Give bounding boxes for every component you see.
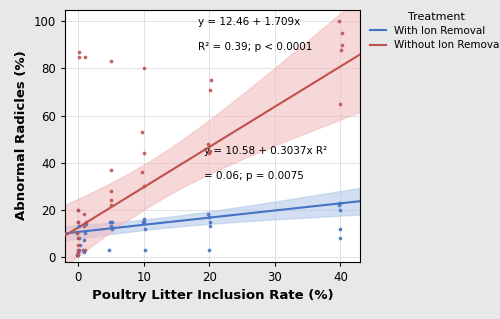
X-axis label: Poultry Litter Inclusion Rate (%): Poultry Litter Inclusion Rate (%) bbox=[92, 289, 334, 302]
Point bbox=[74, 249, 82, 255]
Point bbox=[141, 226, 149, 231]
Point bbox=[75, 54, 83, 59]
Point bbox=[82, 221, 90, 226]
Point bbox=[338, 42, 346, 48]
Point bbox=[82, 219, 90, 224]
Point bbox=[106, 219, 114, 224]
Point bbox=[204, 151, 212, 156]
Point bbox=[206, 87, 214, 92]
Point bbox=[138, 130, 146, 135]
Point bbox=[74, 231, 82, 236]
Point bbox=[80, 238, 88, 243]
Point bbox=[74, 249, 82, 255]
Point bbox=[107, 198, 115, 203]
Point bbox=[75, 235, 83, 241]
Point bbox=[140, 219, 148, 224]
Point bbox=[336, 207, 344, 212]
Point bbox=[106, 167, 114, 172]
Point bbox=[74, 247, 82, 252]
Point bbox=[338, 47, 345, 52]
Point bbox=[338, 31, 346, 36]
Point bbox=[139, 219, 147, 224]
Point bbox=[108, 219, 116, 224]
Point bbox=[82, 231, 90, 236]
Point bbox=[76, 242, 84, 248]
Point bbox=[75, 224, 83, 229]
Point bbox=[336, 19, 344, 24]
Point bbox=[336, 101, 344, 106]
Point bbox=[74, 207, 82, 212]
Point bbox=[106, 224, 114, 229]
Text: R² = 0.39; p < 0.0001: R² = 0.39; p < 0.0001 bbox=[198, 42, 312, 52]
Point bbox=[206, 214, 214, 219]
Point bbox=[80, 212, 88, 217]
Point bbox=[205, 247, 213, 252]
Point bbox=[82, 247, 90, 252]
Point bbox=[106, 59, 114, 64]
Point bbox=[74, 235, 82, 241]
Point bbox=[79, 247, 87, 252]
Point bbox=[108, 226, 116, 231]
Point bbox=[336, 235, 344, 241]
Point bbox=[336, 203, 344, 208]
Text: y = 10.58 + 0.3037x R²: y = 10.58 + 0.3037x R² bbox=[204, 146, 327, 156]
Point bbox=[141, 247, 149, 252]
Point bbox=[74, 207, 82, 212]
Point bbox=[140, 217, 148, 222]
Point bbox=[74, 242, 82, 248]
Y-axis label: Abnormal Radicles (%): Abnormal Radicles (%) bbox=[15, 51, 28, 220]
Point bbox=[106, 247, 114, 252]
Text: y = 12.46 + 1.709x: y = 12.46 + 1.709x bbox=[198, 17, 300, 27]
Point bbox=[206, 148, 214, 153]
Point bbox=[74, 252, 82, 257]
Point bbox=[72, 252, 80, 257]
Point bbox=[82, 54, 90, 59]
Text: = 0.06; p = 0.0075: = 0.06; p = 0.0075 bbox=[204, 171, 304, 181]
Point bbox=[74, 247, 82, 252]
Point bbox=[206, 224, 214, 229]
Point bbox=[336, 200, 344, 205]
Point bbox=[336, 226, 344, 231]
Point bbox=[72, 231, 80, 236]
Point bbox=[140, 66, 148, 71]
Point bbox=[140, 184, 148, 189]
Point bbox=[75, 49, 83, 55]
Point bbox=[204, 141, 212, 146]
Point bbox=[74, 219, 82, 224]
Point bbox=[80, 249, 88, 255]
Point bbox=[74, 219, 82, 224]
Point bbox=[74, 252, 82, 257]
Point bbox=[206, 219, 214, 224]
Point bbox=[108, 189, 116, 194]
Point bbox=[140, 151, 147, 156]
Point bbox=[206, 78, 214, 83]
Point bbox=[138, 169, 146, 174]
Point bbox=[204, 212, 212, 217]
Legend: With Ion Removal, Without Ion Removal: With Ion Removal, Without Ion Removal bbox=[368, 10, 500, 52]
Point bbox=[80, 224, 88, 229]
Point bbox=[106, 203, 114, 208]
